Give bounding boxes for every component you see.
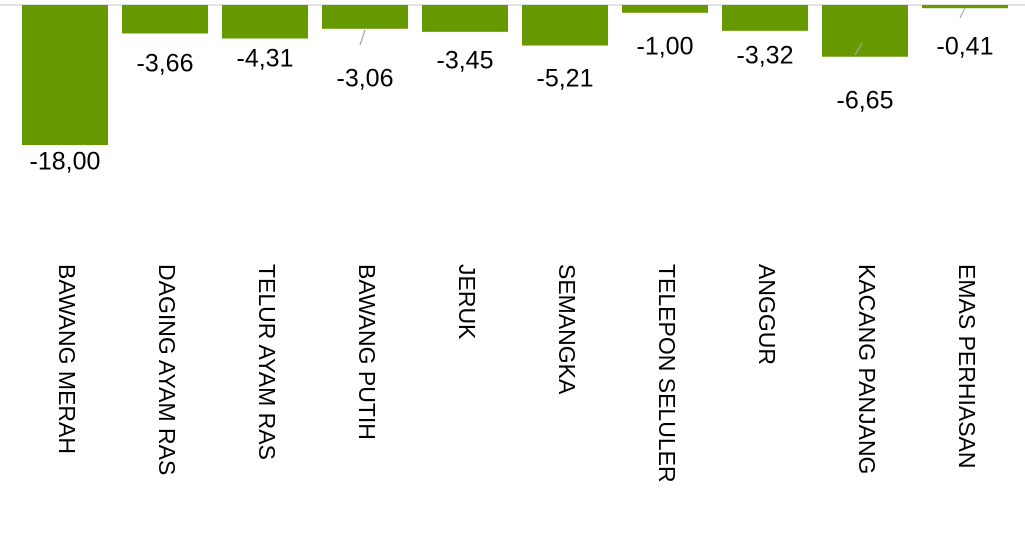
bar (722, 5, 808, 31)
bar (622, 5, 708, 13)
bar (22, 5, 108, 146)
data-label: -3,45 (437, 47, 494, 75)
leader-line (359, 29, 366, 46)
x-tick-label: TELEPON SELULER (654, 264, 680, 483)
x-tick-label: KACANG PANJANG (854, 264, 880, 474)
bar (822, 5, 908, 57)
x-tick-label: BAWANG MERAH (54, 264, 80, 454)
x-tick-label: SEMANGKA (554, 264, 580, 395)
data-label: -1,00 (637, 33, 694, 61)
data-label: -6,65 (837, 87, 894, 115)
data-label: -18,00 (30, 148, 101, 176)
x-tick-label: DAGING AYAM RAS (154, 264, 180, 475)
data-label: -5,21 (537, 65, 594, 93)
leader-line (959, 7, 966, 19)
bar (922, 5, 1008, 9)
data-label: -3,06 (337, 65, 394, 93)
bar (222, 5, 308, 39)
x-tick-label: TELUR AYAM RAS (254, 264, 280, 460)
x-tick-label: BAWANG PUTIH (354, 264, 380, 440)
x-tick-label: EMAS PERHIASAN (954, 264, 980, 469)
leader-line (854, 42, 863, 56)
data-label: -4,31 (237, 45, 294, 73)
x-tick-label: JERUK (454, 264, 480, 340)
bar (522, 5, 608, 46)
data-label: -0,41 (937, 33, 994, 61)
data-label: -3,32 (737, 42, 794, 70)
bar (422, 5, 508, 32)
bar (322, 5, 408, 29)
data-label: -3,66 (137, 50, 194, 78)
bar (122, 5, 208, 34)
x-tick-label: ANGGUR (754, 264, 780, 365)
